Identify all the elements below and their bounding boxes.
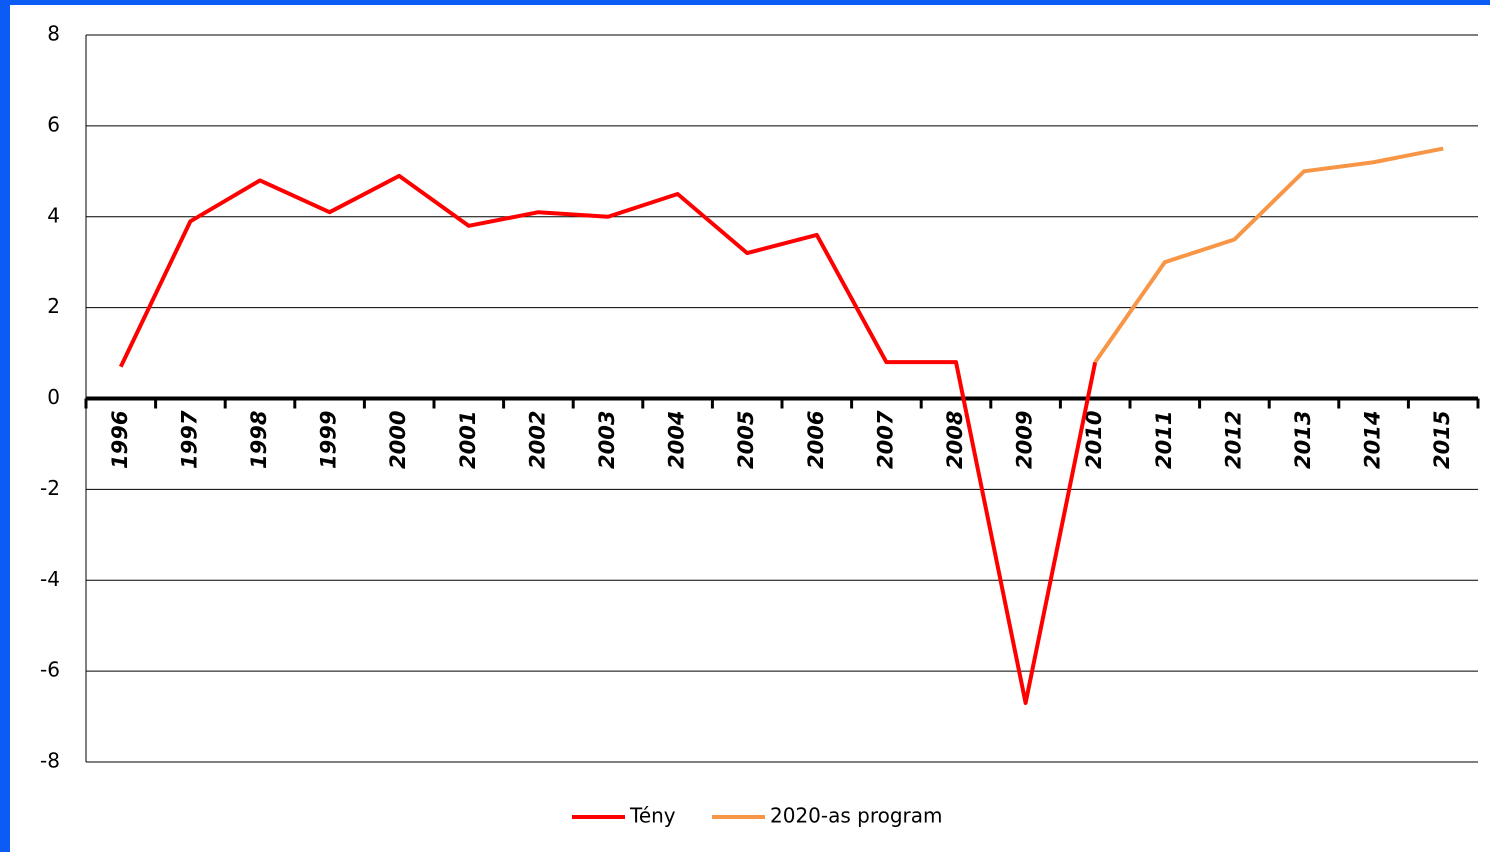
x-tick-label: 1998 <box>247 411 271 469</box>
y-tick-label: -6 <box>40 658 60 682</box>
x-tick-label: 2007 <box>873 410 897 469</box>
x-tick-label: 1999 <box>317 411 341 469</box>
y-tick-label: 8 <box>47 22 60 46</box>
x-tick-label: 2000 <box>386 411 410 469</box>
x-tick-label: 2006 <box>804 411 828 469</box>
x-tick-label: 2011 <box>1152 411 1176 469</box>
x-tick-label: 2004 <box>665 411 689 469</box>
x-tick-label: 2005 <box>734 411 758 469</box>
x-tick-label: 2015 <box>1430 411 1454 469</box>
x-tick-label: 2014 <box>1361 411 1385 469</box>
legend-label: Tény <box>629 804 676 828</box>
x-tick-label: 1996 <box>108 411 132 469</box>
x-tick-label: 2013 <box>1291 411 1315 469</box>
y-tick-label: -4 <box>40 567 60 591</box>
y-tick-label: 4 <box>47 203 60 227</box>
y-tick-label: 0 <box>47 385 60 409</box>
series-line <box>1093 146 1444 364</box>
x-tick-label: 2012 <box>1221 411 1245 469</box>
y-tick-label: 6 <box>47 112 60 136</box>
x-tick-label: 2003 <box>595 411 619 469</box>
legend-label: 2020-as program <box>770 804 943 828</box>
y-tick-label: -2 <box>40 476 60 500</box>
plot-background <box>10 5 1490 852</box>
y-tick-label: -8 <box>40 749 60 773</box>
series-line <box>118 173 1098 705</box>
x-tick-label: 2009 <box>1013 411 1037 469</box>
x-tick-label: 2008 <box>943 411 967 469</box>
x-tick-label: 1997 <box>177 410 201 469</box>
y-tick-label: 2 <box>47 294 60 318</box>
x-tick-label: 2010 <box>1082 411 1106 469</box>
x-tick-label: 2001 <box>456 411 480 469</box>
x-tick-label: 2002 <box>525 411 549 469</box>
